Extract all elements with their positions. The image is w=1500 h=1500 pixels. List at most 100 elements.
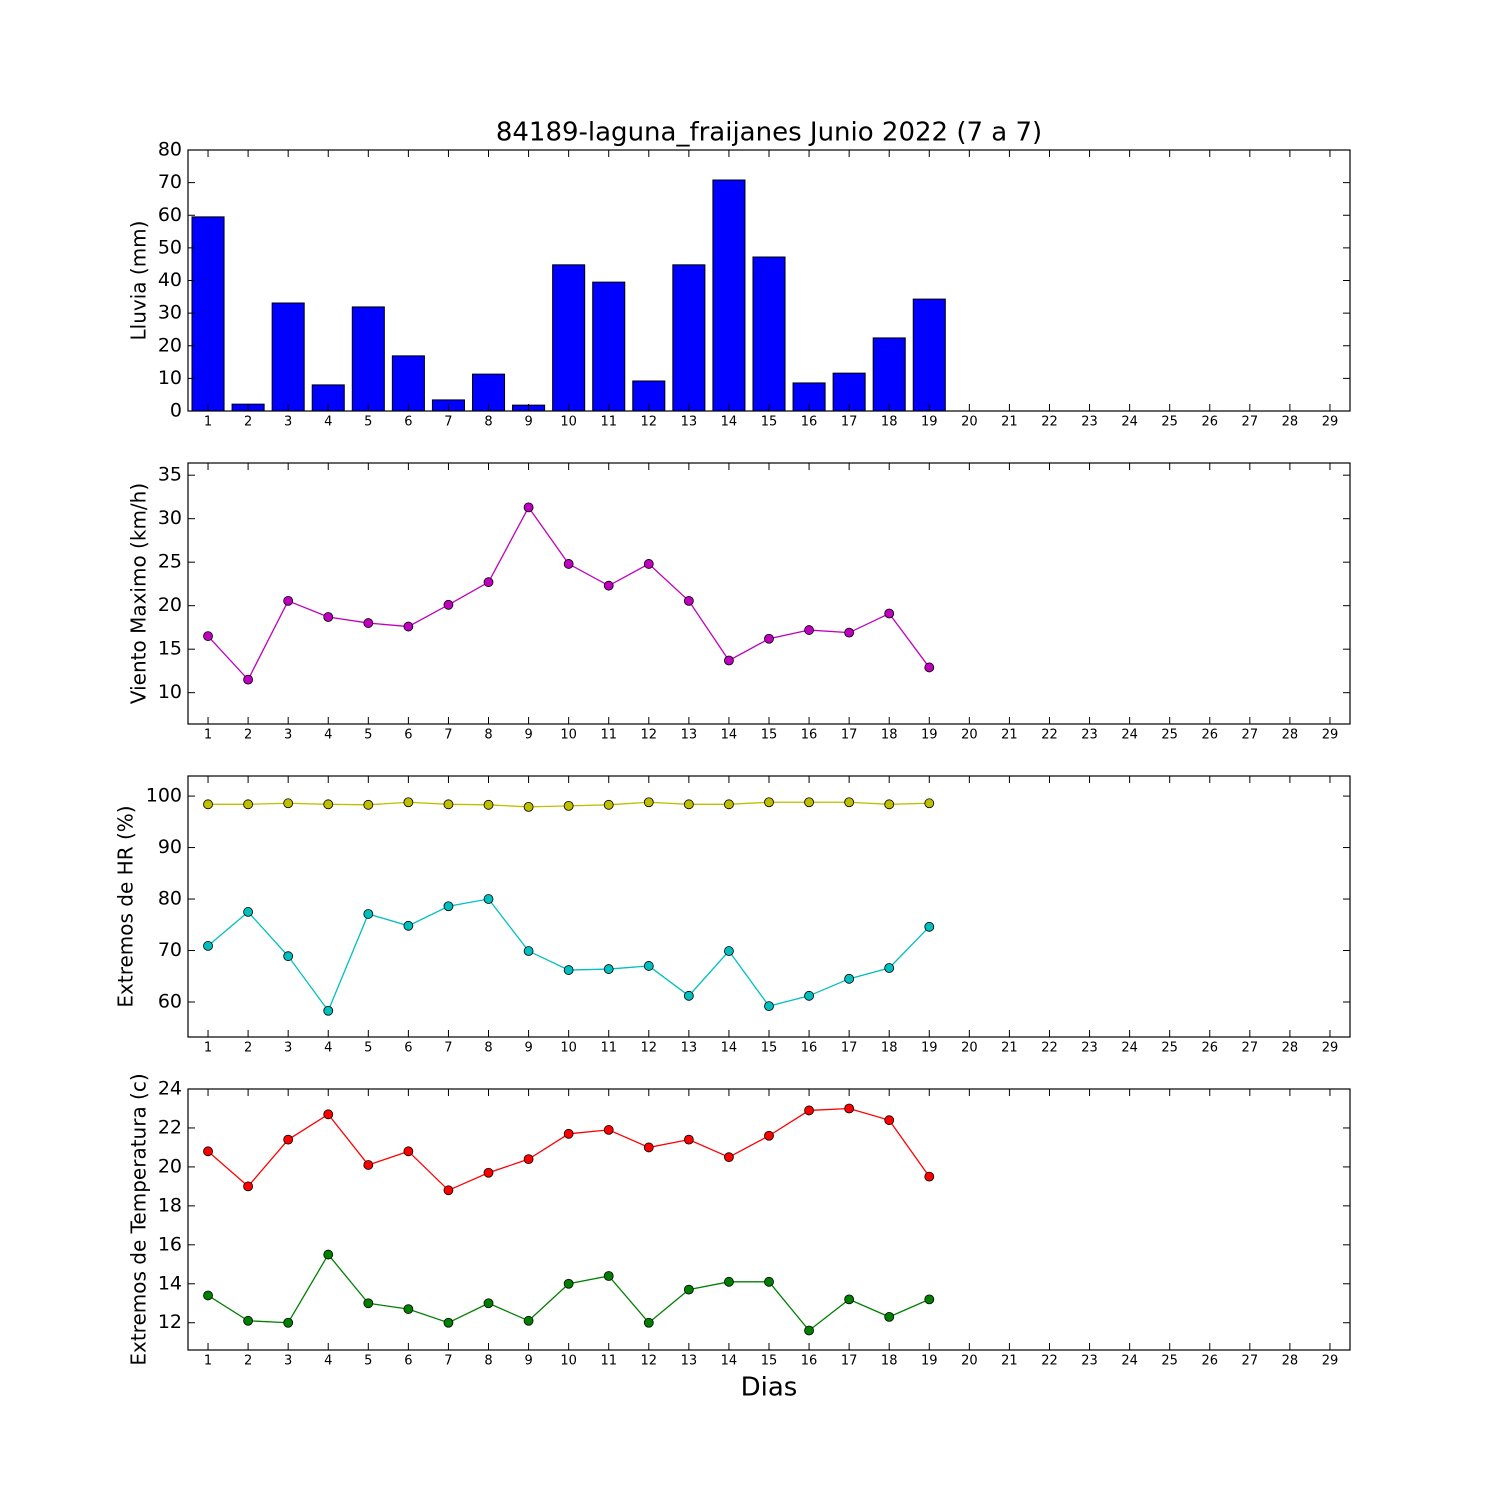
y-tick-label: 15	[158, 638, 182, 660]
marker	[283, 1134, 294, 1145]
marker	[884, 608, 895, 619]
x-tick-label: 5	[364, 1041, 372, 1056]
x-tick-label: 11	[600, 1354, 617, 1369]
x-tick-label: 19	[921, 1354, 938, 1369]
marker	[363, 909, 374, 919]
marker	[443, 1185, 454, 1196]
marker	[804, 990, 814, 1001]
marker	[804, 1105, 814, 1116]
bar	[391, 355, 425, 412]
line	[207, 1107, 930, 1192]
x-tick-label: 13	[681, 1041, 698, 1056]
x-tick-label: 3	[284, 1354, 292, 1369]
x-tick-label: 8	[484, 1041, 492, 1056]
marker	[844, 1294, 855, 1305]
y-tick-label: 20	[158, 594, 182, 616]
y-tick-label: 30	[158, 302, 182, 324]
x-tick-label: 7	[444, 415, 452, 430]
marker	[643, 961, 654, 971]
marker	[523, 1154, 534, 1165]
x-tick-label: 3	[284, 1041, 292, 1056]
x-tick-label: 29	[1322, 415, 1339, 430]
x-tick-label: 24	[1121, 1041, 1138, 1056]
x-tick-label: 7	[444, 1041, 452, 1056]
marker	[924, 1294, 935, 1305]
y-axis-label: Extremos de Temperatura (c)	[127, 1073, 151, 1365]
marker	[523, 801, 534, 812]
x-tick-label: 25	[1161, 1354, 1178, 1369]
x-tick-label: 28	[1282, 415, 1299, 430]
marker	[403, 1304, 414, 1314]
bar	[351, 306, 385, 412]
marker	[643, 1317, 654, 1328]
x-tick-label: 24	[1121, 1354, 1138, 1369]
x-tick-label: 6	[404, 1041, 412, 1056]
x-tick-label: 12	[641, 728, 658, 743]
x-tick-label: 17	[841, 1041, 858, 1056]
y-tick-label: 18	[158, 1194, 182, 1216]
marker	[483, 1167, 494, 1178]
marker	[683, 1284, 694, 1295]
x-tick-label: 5	[364, 1354, 372, 1369]
marker	[363, 1160, 374, 1170]
x-tick-label: 14	[721, 1354, 738, 1369]
marker	[844, 1103, 855, 1114]
x-tick-label: 2	[244, 728, 252, 743]
marker	[683, 799, 694, 810]
x-tick-label: 18	[881, 415, 898, 430]
marker	[884, 1115, 895, 1126]
y-tick-label: 10	[158, 367, 182, 389]
x-tick-label: 13	[681, 415, 698, 430]
x-tick-label: 8	[484, 1354, 492, 1369]
y-tick-label: 24	[158, 1078, 182, 1100]
x-tick-label: 3	[284, 415, 292, 430]
marker	[924, 1171, 935, 1182]
x-tick-label: 4	[324, 728, 332, 743]
marker	[483, 799, 494, 810]
x-tick-label: 23	[1081, 728, 1098, 743]
marker	[243, 907, 254, 917]
x-tick-label: 19	[921, 415, 938, 430]
marker	[283, 1317, 294, 1328]
x-tick-label: 28	[1282, 1041, 1299, 1056]
marker	[283, 798, 294, 809]
x-tick-label: 29	[1322, 1354, 1339, 1369]
x-tick-label: 12	[641, 1354, 658, 1369]
marker	[323, 612, 334, 622]
marker	[403, 621, 414, 632]
x-tick-label: 11	[600, 415, 617, 430]
x-tick-label: 23	[1081, 1041, 1098, 1056]
x-tick-label: 26	[1201, 1041, 1218, 1056]
y-tick-label: 20	[158, 334, 182, 356]
x-tick-label: 11	[600, 728, 617, 743]
marker	[603, 799, 614, 810]
x-tick-label: 12	[641, 1041, 658, 1056]
marker	[443, 901, 454, 912]
x-tick-label: 28	[1282, 1354, 1299, 1369]
x-tick-label: 16	[801, 1041, 818, 1056]
x-tick-label: 17	[841, 728, 858, 743]
bar	[311, 384, 345, 412]
marker	[523, 1315, 534, 1326]
x-tick-label: 5	[364, 728, 372, 743]
x-tick-label: 27	[1242, 1041, 1259, 1056]
y-tick-label: 35	[158, 464, 182, 486]
x-tick-label: 18	[881, 1354, 898, 1369]
marker	[724, 655, 734, 666]
bar	[752, 256, 786, 412]
x-tick-label: 24	[1121, 728, 1138, 743]
y-tick-label: 90	[158, 836, 182, 858]
plot-frame	[187, 775, 1351, 1038]
marker	[323, 799, 334, 810]
x-axis-label: Dias	[741, 1373, 798, 1403]
x-tick-label: 10	[560, 728, 577, 743]
x-tick-label: 16	[801, 415, 818, 430]
marker	[884, 1311, 895, 1322]
marker	[443, 1317, 454, 1328]
marker	[804, 1325, 814, 1336]
bar	[271, 302, 305, 412]
marker	[764, 1001, 774, 1012]
x-tick-label: 14	[721, 415, 738, 430]
x-tick-label: 28	[1282, 728, 1299, 743]
